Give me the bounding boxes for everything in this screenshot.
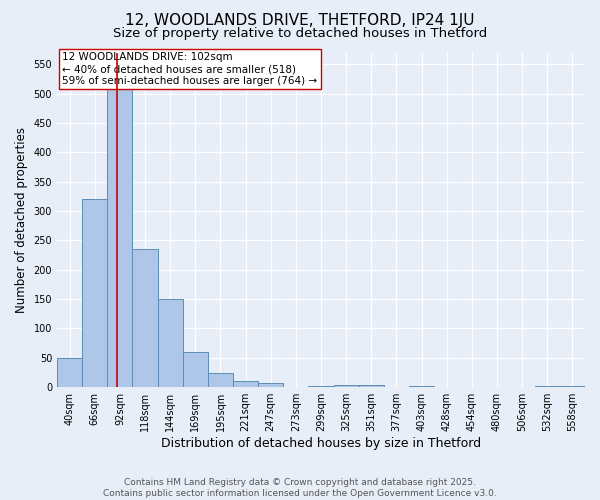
Bar [258, 382, 283, 387]
Text: 12, WOODLANDS DRIVE, THETFORD, IP24 1JU: 12, WOODLANDS DRIVE, THETFORD, IP24 1JU [125, 12, 475, 28]
Bar [57, 358, 82, 387]
Bar [183, 352, 208, 387]
Bar [208, 372, 233, 387]
Bar [560, 386, 585, 387]
Bar [308, 386, 334, 387]
Text: Size of property relative to detached houses in Thetford: Size of property relative to detached ho… [113, 28, 487, 40]
Bar [82, 200, 107, 387]
Bar [158, 299, 183, 387]
Bar [409, 386, 434, 387]
Y-axis label: Number of detached properties: Number of detached properties [15, 127, 28, 313]
Bar [107, 88, 133, 387]
Bar [133, 249, 158, 387]
X-axis label: Distribution of detached houses by size in Thetford: Distribution of detached houses by size … [161, 437, 481, 450]
Bar [233, 382, 258, 387]
Bar [535, 386, 560, 387]
Bar [359, 385, 384, 387]
Bar [334, 385, 359, 387]
Text: 12 WOODLANDS DRIVE: 102sqm
← 40% of detached houses are smaller (518)
59% of sem: 12 WOODLANDS DRIVE: 102sqm ← 40% of deta… [62, 52, 317, 86]
Text: Contains HM Land Registry data © Crown copyright and database right 2025.
Contai: Contains HM Land Registry data © Crown c… [103, 478, 497, 498]
